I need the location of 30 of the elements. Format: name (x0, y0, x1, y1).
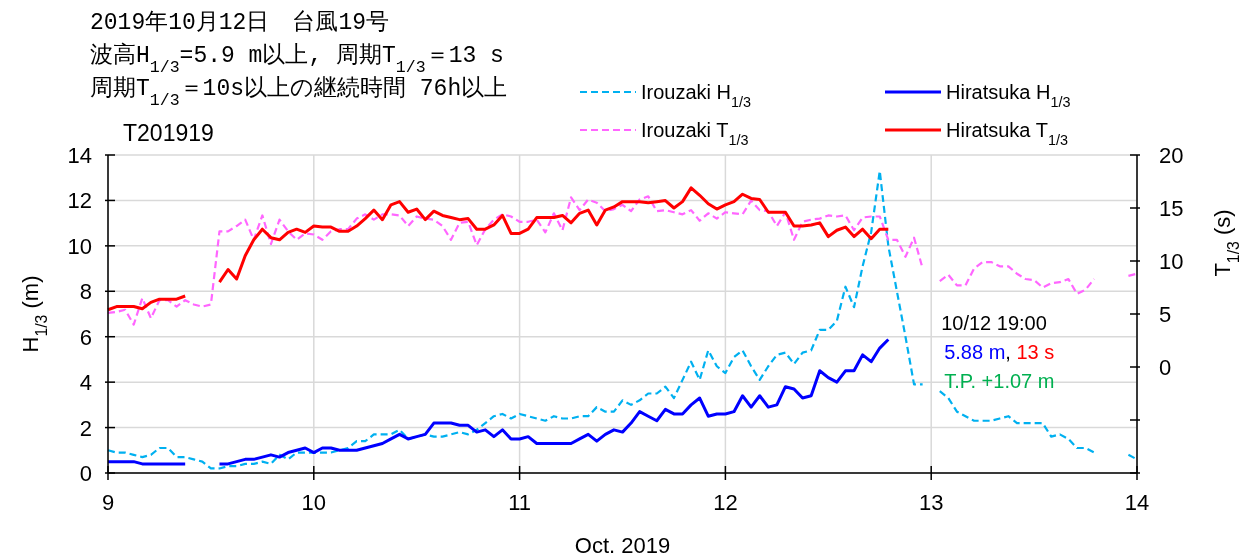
annotation: 10/12 19:00 (941, 312, 1047, 334)
y2-tick-label: 15 (1159, 196, 1184, 221)
legend-label: Irouzaki T$_{1/3}$ (641, 119, 749, 148)
y2-tick-label: 10 (1159, 249, 1184, 274)
annotation: 5.88 m, 13 s (944, 341, 1055, 363)
x-tick-label: 10 (301, 490, 327, 515)
y-tick-label: 0 (79, 461, 92, 486)
annotation: T.P. +1.07 m (944, 370, 1055, 392)
y-tick-label: 12 (67, 188, 92, 214)
y-tick-label: 8 (79, 279, 92, 305)
legend-label: Hiratsuka H$_{1/3}$ (946, 81, 1071, 110)
y-tick-label: 14 (67, 143, 92, 168)
text: 波高H$_{1/3}$=5.9 m以上, 周期T$_{1/3}$＝13 s 周期T$_{1/3}$＝10s以上の継続時間 76h以上 (90, 43, 508, 110)
x-tick-label: 9 (101, 490, 115, 515)
x-tick-label: 14 (1124, 490, 1150, 515)
x-tick-label: 12 (713, 490, 738, 515)
text: T201919 (123, 120, 214, 146)
y2-tick-label: 5 (1159, 302, 1172, 327)
legend-label: Irouzaki H$_{1/3}$ (641, 81, 752, 110)
y-tick-label: 2 (79, 415, 92, 441)
x-axis-title: Oct. 2019 (574, 533, 671, 558)
chart-title: 2019年10月12日 台風19号 (90, 10, 390, 36)
y2-tick-label: 20 (1159, 143, 1184, 168)
y-tick-label: 4 (79, 370, 92, 396)
x-tick-label: 13 (918, 490, 944, 515)
y2-tick-label: 0 (1159, 355, 1172, 380)
y-tick-label: 10 (67, 233, 92, 259)
legend-label: Hiratsuka T$_{1/3}$ (946, 119, 1068, 148)
y-tick-label: 6 (79, 324, 92, 350)
x-tick-label: 11 (508, 490, 532, 515)
